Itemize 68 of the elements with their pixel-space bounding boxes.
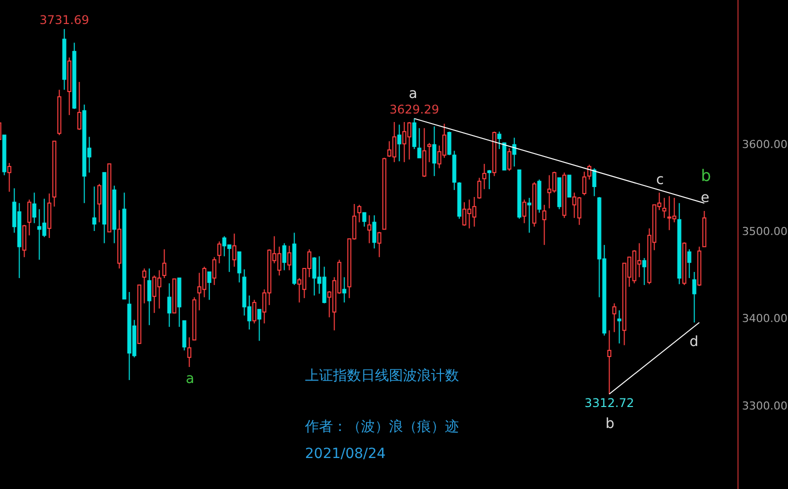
candlestick xyxy=(617,310,622,344)
candlestick xyxy=(497,131,502,150)
candlestick xyxy=(542,204,546,246)
candlestick xyxy=(592,168,596,197)
candlestick xyxy=(427,142,432,163)
candlestick xyxy=(397,124,402,162)
annotation: 3731.69 xyxy=(39,13,90,28)
candlestick xyxy=(372,214,376,249)
annotation: 3312.72 xyxy=(584,396,634,410)
candlestick xyxy=(642,258,646,286)
candlestick xyxy=(217,240,222,264)
candlestick xyxy=(147,268,152,326)
candlestick xyxy=(237,251,242,283)
candlestick xyxy=(287,245,292,271)
y-tick-label: 3400.00 xyxy=(742,312,788,326)
candlestick xyxy=(282,242,286,271)
candlestick xyxy=(257,308,262,342)
annotation: e xyxy=(700,190,710,206)
candlestick xyxy=(507,148,512,172)
y-tick-label: 3500.00 xyxy=(742,224,788,238)
candlestick xyxy=(362,212,366,228)
annotation: a xyxy=(186,371,194,387)
candlestick xyxy=(232,233,236,268)
candlestick xyxy=(587,164,592,180)
candlestick xyxy=(32,192,36,224)
candlestick xyxy=(142,268,146,304)
candlestick xyxy=(692,271,696,324)
candlestick xyxy=(167,282,172,328)
candlestick xyxy=(252,299,256,324)
candlestick xyxy=(662,197,666,218)
annotation: a xyxy=(408,86,418,102)
candlestick xyxy=(527,197,532,234)
candlestick xyxy=(607,330,612,395)
candlestick xyxy=(512,137,516,167)
candlestick xyxy=(187,336,192,368)
annotation: c xyxy=(656,172,664,188)
candlestick xyxy=(412,118,416,150)
candlestick xyxy=(27,199,32,236)
candlestick xyxy=(582,171,586,196)
candlestick xyxy=(367,214,372,244)
text: 上证指数日线图波浪计数 xyxy=(305,368,459,384)
candlestick xyxy=(212,256,216,286)
candlestick xyxy=(342,276,346,303)
candlestick xyxy=(207,271,212,300)
annotation: 作者：（波）浪（痕）迹 xyxy=(304,419,459,435)
candlestick xyxy=(482,163,486,190)
annotation: b xyxy=(700,166,712,185)
candlestick xyxy=(92,186,96,232)
candlestick xyxy=(377,231,382,258)
candlestick xyxy=(432,126,436,177)
candlestick xyxy=(522,199,526,224)
candlestick xyxy=(687,248,692,279)
candlestick xyxy=(487,169,492,190)
annotation: 3629.29 xyxy=(389,102,440,116)
candlestick xyxy=(97,183,102,223)
annotation: 2021/08/24 xyxy=(305,446,386,462)
candlestick xyxy=(417,128,422,158)
candlestick xyxy=(162,248,166,279)
candlestick xyxy=(477,177,482,200)
candlestick xyxy=(357,204,362,223)
candlestick xyxy=(77,81,82,130)
annotation: d xyxy=(690,334,698,350)
y-tick-label: 3600.00 xyxy=(742,138,788,151)
annotation: b xyxy=(606,416,615,432)
candlestick xyxy=(612,302,616,333)
candlestick xyxy=(567,174,572,198)
candlestick xyxy=(7,162,12,192)
y-tick-label: 3300.00 xyxy=(742,399,788,412)
